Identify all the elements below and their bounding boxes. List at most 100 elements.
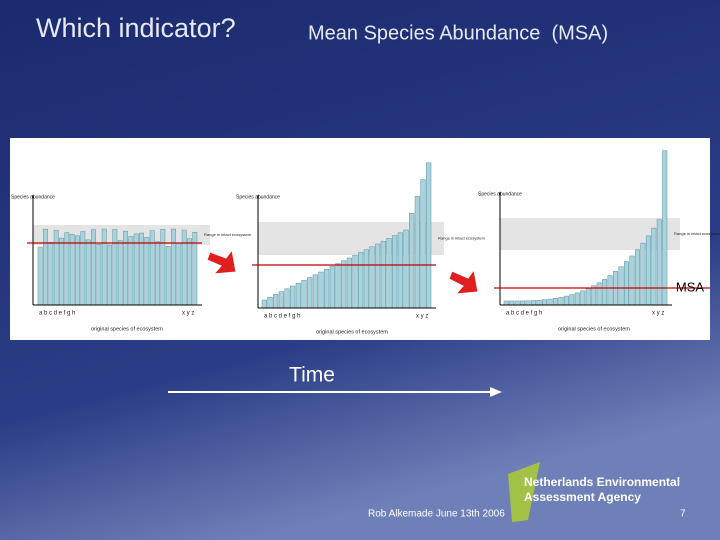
x-axis-label: original species of ecosystem <box>91 326 163 332</box>
bar <box>261 299 267 309</box>
bar <box>525 300 531 306</box>
bar <box>91 229 96 306</box>
arrow <box>206 248 237 275</box>
bar <box>324 268 330 309</box>
bar <box>662 150 668 306</box>
logo-text: Netherlands Environmental <box>524 475 680 489</box>
arrow <box>448 268 479 295</box>
bar <box>547 298 553 306</box>
bar <box>295 282 301 309</box>
bar <box>640 242 646 306</box>
bar <box>335 263 341 309</box>
y-axis-label: Species abundance <box>236 194 280 200</box>
bar <box>37 246 43 306</box>
bar <box>536 299 542 306</box>
bar <box>602 279 608 306</box>
bar <box>558 297 564 306</box>
x-end-label: x y z <box>652 311 664 317</box>
bar <box>341 260 347 309</box>
bar <box>301 280 307 309</box>
bar <box>139 232 144 306</box>
bar <box>509 300 515 306</box>
y-axis-label: Species abundance <box>11 194 55 200</box>
bar <box>160 229 166 306</box>
bar <box>187 238 192 306</box>
bar <box>149 230 155 306</box>
bar <box>634 249 640 306</box>
bar <box>591 285 597 306</box>
bar <box>645 235 651 306</box>
bar <box>363 249 369 309</box>
bar <box>165 246 171 306</box>
page-number: 7 <box>680 509 686 520</box>
bar <box>607 275 613 306</box>
footer: Rob Alkemade June 13th 2006 <box>368 509 505 520</box>
bar <box>651 227 657 306</box>
bar <box>43 228 48 306</box>
x-axis-label: original species of ecosystem <box>316 329 388 335</box>
bar <box>569 294 575 306</box>
bar <box>375 243 381 309</box>
bar <box>318 271 324 309</box>
bar <box>414 196 420 309</box>
range-label: Range in intact ecosystem <box>674 231 720 236</box>
bar <box>352 254 358 309</box>
bar <box>514 300 520 306</box>
bar <box>420 179 426 309</box>
bar <box>144 237 150 306</box>
bar <box>53 230 59 306</box>
range-label: Range in intact ecosystem <box>204 232 252 237</box>
bar <box>75 235 80 306</box>
bar <box>380 240 386 309</box>
bar <box>397 232 403 309</box>
bar <box>629 255 635 306</box>
bar <box>426 162 432 309</box>
bar <box>59 237 64 306</box>
bar <box>267 296 273 309</box>
bar <box>278 291 284 309</box>
bar <box>409 212 415 309</box>
bar <box>618 266 624 306</box>
bar <box>85 239 91 306</box>
bar <box>531 300 537 306</box>
bar <box>133 233 139 306</box>
bar <box>312 274 318 309</box>
bar <box>290 285 296 309</box>
bar <box>128 236 134 306</box>
x-start-label: a b c d e f g h <box>39 311 75 317</box>
x-start-label: a b c d e f g h <box>506 311 542 317</box>
bar <box>123 230 128 306</box>
x-end-label: x y z <box>182 311 194 317</box>
bar <box>69 234 75 306</box>
y-axis-label: Species abundance <box>478 191 522 197</box>
bar <box>503 300 509 306</box>
bar <box>107 244 112 306</box>
x-axis-label: original species of ecosystem <box>558 326 630 332</box>
bar <box>48 242 54 306</box>
title: Which indicator? <box>36 13 236 43</box>
bar <box>284 288 290 309</box>
x-start-label: a b c d e f g h <box>264 314 300 320</box>
bar <box>624 261 629 306</box>
bar <box>117 240 123 306</box>
msa-label: MSA <box>676 279 705 294</box>
bar <box>552 298 558 306</box>
bar <box>585 288 591 306</box>
time-arrowhead <box>490 387 502 397</box>
subtitle: Mean Species Abundance (MSA) <box>308 22 608 44</box>
bar <box>101 228 107 306</box>
bar <box>329 266 335 309</box>
bar <box>520 300 526 306</box>
bar <box>358 252 364 309</box>
bar <box>176 242 182 306</box>
bar <box>403 229 409 309</box>
figure: Species abundance Range in intact ecosyst… <box>11 150 720 335</box>
range-label: Range in intact ecosystem <box>438 236 486 241</box>
bar <box>307 277 313 309</box>
time-label: Time <box>289 364 335 387</box>
bar <box>542 299 547 306</box>
bar <box>386 238 392 309</box>
bar <box>155 241 160 306</box>
bar <box>181 229 187 306</box>
